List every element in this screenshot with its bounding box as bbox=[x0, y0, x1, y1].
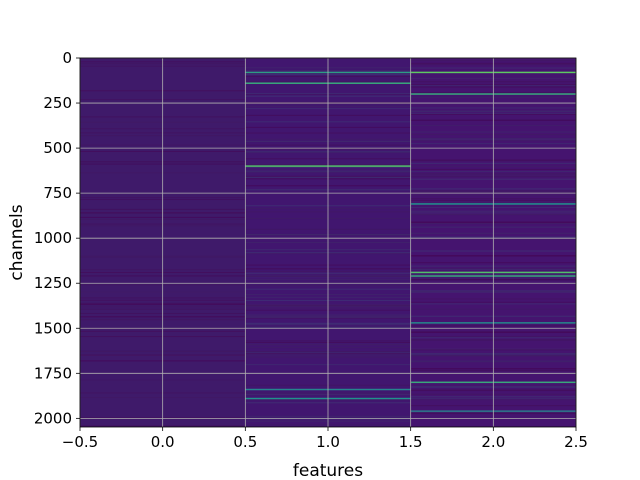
y-tick-label: 250 bbox=[43, 94, 72, 112]
x-tick-label: 2.5 bbox=[564, 433, 588, 451]
x-tick-label: 0.0 bbox=[151, 433, 175, 451]
x-tick-label: 0.5 bbox=[233, 433, 257, 451]
x-tick-label: −0.5 bbox=[62, 433, 98, 451]
x-axis: −0.5 0.0 0.5 1.0 1.5 2.0 2.5 bbox=[62, 427, 588, 451]
y-axis: 0 250 500 750 1000 1250 1500 1750 2000 bbox=[34, 49, 80, 427]
y-tick-label: 2000 bbox=[34, 409, 72, 427]
x-tick-label: 1.5 bbox=[399, 433, 423, 451]
y-tick-label: 1000 bbox=[34, 229, 72, 247]
x-tick-label: 1.0 bbox=[316, 433, 340, 451]
y-tick-label: 750 bbox=[43, 184, 72, 202]
y-tick-label: 0 bbox=[62, 49, 72, 67]
y-tick-label: 1750 bbox=[34, 364, 72, 382]
y-axis-label: channels bbox=[7, 204, 27, 280]
y-tick-label: 1250 bbox=[34, 274, 72, 292]
x-axis-label: features bbox=[293, 461, 363, 480]
x-tick-label: 2.0 bbox=[481, 433, 505, 451]
grid-lines bbox=[79, 57, 577, 427]
y-tick-label: 1500 bbox=[34, 319, 72, 337]
y-tick-label: 500 bbox=[43, 139, 72, 157]
